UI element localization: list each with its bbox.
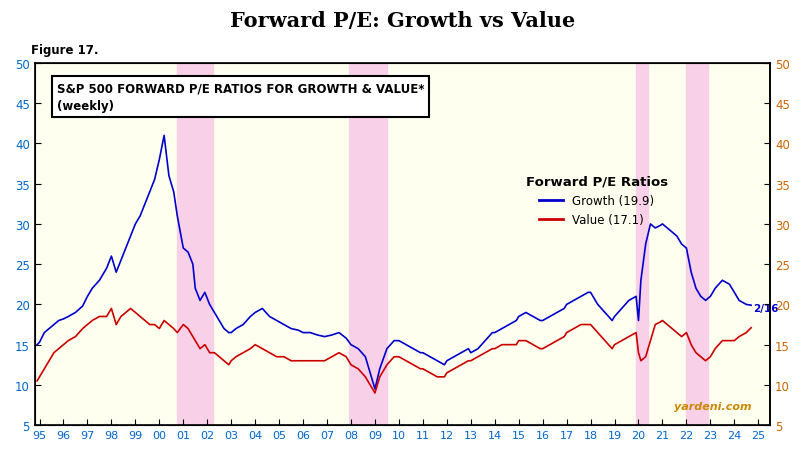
Legend: Growth (19.9), Value (17.1): Growth (19.9), Value (17.1): [521, 171, 672, 231]
Bar: [349, 64, 387, 425]
Bar: [687, 64, 708, 425]
Text: Figure 17.: Figure 17.: [31, 44, 98, 57]
Text: S&P 500 FORWARD P/E RATIOS FOR GROWTH & VALUE*
(weekly): S&P 500 FORWARD P/E RATIOS FOR GROWTH & …: [57, 82, 424, 113]
Bar: [636, 64, 648, 425]
Bar: [177, 64, 213, 425]
Text: yardeni.com: yardeni.com: [675, 401, 752, 411]
Text: Forward P/E: Growth vs Value: Forward P/E: Growth vs Value: [230, 11, 575, 31]
Text: 2/16: 2/16: [753, 303, 779, 313]
